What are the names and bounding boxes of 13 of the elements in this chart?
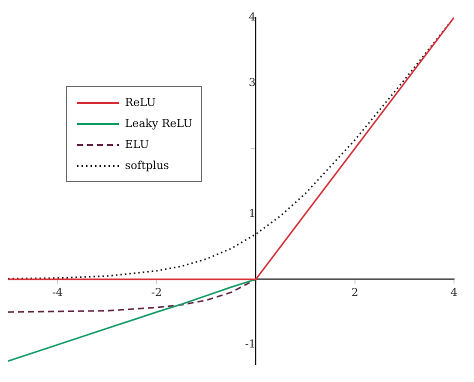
y-tick-label: 4 [248,10,256,24]
x-tick-label: -4 [52,286,63,299]
y-tick-label: 1 [248,206,256,220]
x-tick-label: 4 [450,286,458,299]
y-tick-label: -1 [245,338,256,351]
y-tick-label: 3 [248,76,256,89]
x-tick-label: 2 [351,286,358,299]
legend-label: softplus [125,159,170,172]
legend-label: Leaky ReLU [125,117,193,130]
legend-label: ReLU [125,96,156,109]
x-tick-label: -2 [151,286,162,299]
line-series [8,278,257,313]
legend-label: ELU [125,138,150,151]
